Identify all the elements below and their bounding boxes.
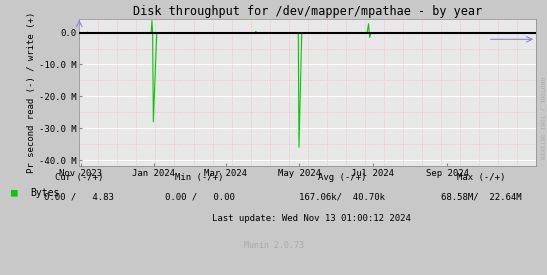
Text: Max (-/+): Max (-/+) (457, 173, 505, 182)
Text: 68.58M/  22.64M: 68.58M/ 22.64M (441, 192, 522, 201)
Text: Min (-/+): Min (-/+) (176, 173, 224, 182)
Y-axis label: Pr second read (-) / write (+): Pr second read (-) / write (+) (27, 12, 36, 174)
Text: Bytes: Bytes (30, 188, 60, 197)
Text: Last update: Wed Nov 13 01:00:12 2024: Last update: Wed Nov 13 01:00:12 2024 (212, 214, 411, 223)
Title: Disk throughput for /dev/mapper/mpathae - by year: Disk throughput for /dev/mapper/mpathae … (133, 5, 482, 18)
Text: ■: ■ (11, 188, 18, 197)
Text: Avg (-/+): Avg (-/+) (318, 173, 366, 182)
Text: 167.06k/  40.70k: 167.06k/ 40.70k (299, 192, 385, 201)
Text: 0.00 /   4.83: 0.00 / 4.83 (44, 192, 114, 201)
Text: Cur (-/+): Cur (-/+) (55, 173, 103, 182)
Text: Munin 2.0.73: Munin 2.0.73 (243, 241, 304, 249)
Text: RRDTOOL / TOBI OETIKER: RRDTOOL / TOBI OETIKER (539, 77, 544, 160)
Text: 0.00 /   0.00: 0.00 / 0.00 (165, 192, 235, 201)
